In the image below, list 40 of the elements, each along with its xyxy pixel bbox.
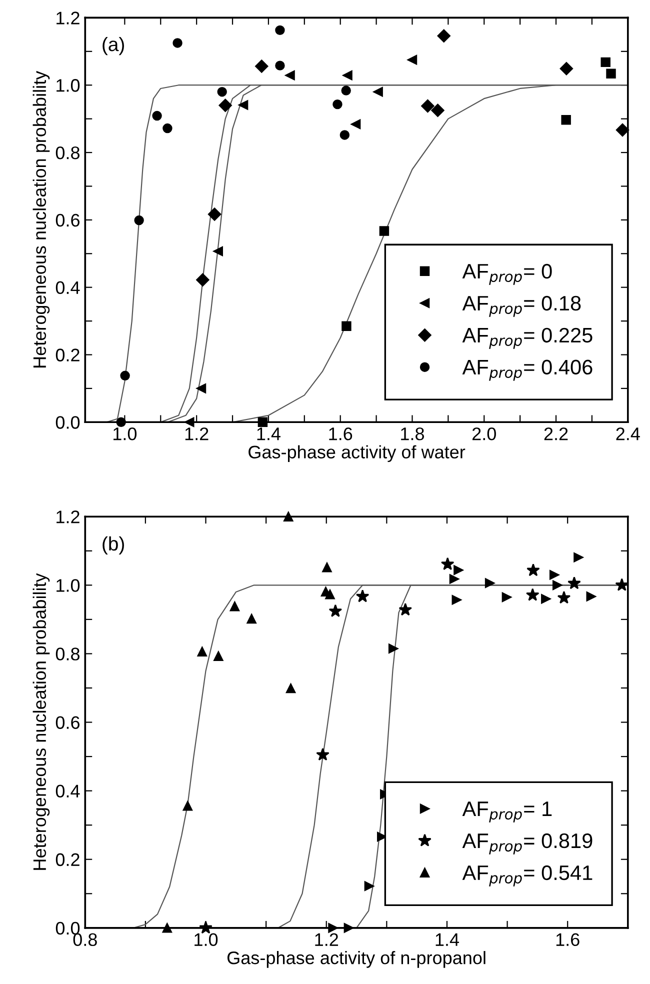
y-tick-label: 1.0: [56, 579, 80, 592]
y-tick-label: 0.6: [56, 716, 80, 729]
annotation: (b): [102, 536, 124, 554]
legend-label: AF$_{prop}$= 0.225: [462, 328, 592, 349]
x-tick-label: 1.6: [556, 933, 580, 946]
x-tick-label: 2.2: [544, 427, 568, 440]
legend-label: AF$_{prop}$= 0.819: [462, 833, 592, 854]
y-tick-label: 1.0: [56, 79, 80, 92]
y-tick-label: 0.0: [56, 922, 80, 935]
annotation: (a): [102, 36, 124, 56]
legend-label: AF$_{prop}$= 0: [462, 264, 552, 285]
legend-label: AF$_{prop}$= 0.541: [462, 865, 592, 886]
x-tick-label: 1.6: [329, 427, 352, 440]
x-tick-label: 1.4: [257, 428, 280, 440]
x-tick-label: 1.2: [185, 427, 208, 440]
legend-label: AF$_{prop}$= 0.18: [462, 296, 581, 317]
x-axis-title: Gas-phase activity of water: [248, 445, 466, 462]
y-axis-title: Heterogeneous nucleation probability: [32, 70, 50, 368]
x-tick-label: 1.8: [401, 427, 424, 440]
x-tick-label: 0.8: [73, 933, 97, 946]
x-tick-label: 2.4: [616, 427, 640, 440]
y-tick-label: 0.2: [56, 853, 80, 866]
y-tick-label: 0.0: [56, 416, 80, 429]
y-tick-label: 0.8: [56, 146, 80, 160]
y-tick-label: 1.2: [56, 510, 80, 524]
y-tick-label: 0.4: [56, 281, 80, 294]
y-axis-title: Heterogeneous nucleation probability: [32, 573, 50, 870]
y-tick-label: 0.6: [56, 214, 80, 227]
x-tick-label: 2.0: [472, 427, 496, 440]
x-tick-label: 1.0: [194, 933, 218, 946]
x-axis-title: Gas-phase activity of n-propanol: [227, 950, 486, 968]
x-tick-label: 1.4: [436, 933, 460, 946]
y-tick-label: 0.2: [56, 348, 80, 362]
y-tick-label: 1.2: [56, 12, 80, 24]
legend-label: AF$_{prop}$= 0.406: [462, 360, 592, 381]
y-tick-label: 0.4: [56, 784, 80, 798]
x-tick-label: 1.2: [315, 933, 338, 946]
x-tick-label: 1.0: [114, 427, 137, 440]
legend-label: AF$_{prop}$= 1: [462, 802, 552, 822]
y-tick-label: 0.8: [56, 648, 80, 660]
